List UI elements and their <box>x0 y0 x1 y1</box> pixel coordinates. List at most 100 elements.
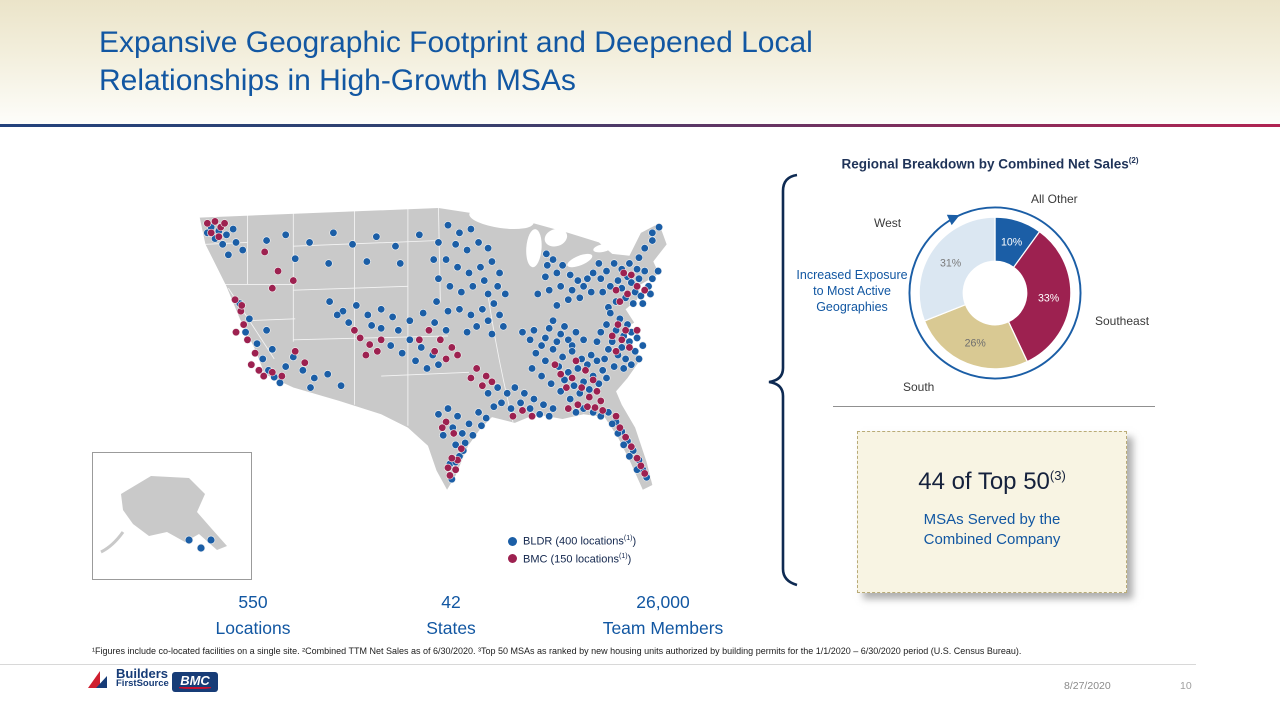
bmc-location-dot <box>254 366 263 375</box>
bldr-location-dot <box>583 274 592 283</box>
bmc-location-dot <box>621 326 630 335</box>
bldr-location-dot <box>568 347 577 356</box>
bldr-location-dot <box>480 276 489 285</box>
bmc-location-dot <box>211 217 220 226</box>
bldr-location-dot <box>573 276 582 285</box>
bldr-location-dot <box>464 419 474 428</box>
bldr-location-dot <box>545 324 554 333</box>
bmc-location-dot <box>466 373 475 383</box>
bldr-location-dot <box>566 270 575 279</box>
bmc-location-dot <box>449 429 458 438</box>
bldr-location-dot <box>545 286 554 295</box>
legend-item-bmc: BMC (150 locations(1)) <box>508 553 636 565</box>
bldr-location-dot <box>542 249 551 258</box>
bldr-location-dot <box>596 328 605 337</box>
bldr-location-dot <box>474 238 483 247</box>
ring-arrow-icon <box>946 214 960 226</box>
bldr-location-dot <box>453 263 462 272</box>
bmc-location-dot <box>478 381 487 390</box>
bmc-location-dot <box>457 444 466 453</box>
bldr-location-dot <box>391 242 400 251</box>
donut-percent-label: 10% <box>1001 236 1023 248</box>
bldr-location-dot <box>606 282 615 291</box>
bmc-location-dot <box>564 404 573 413</box>
bldr-location-dot <box>585 385 594 394</box>
bldr-location-dot <box>636 291 645 300</box>
bldr-location-dot <box>619 440 628 449</box>
bmc-location-dot <box>640 286 649 295</box>
bldr-location-dot <box>443 404 453 413</box>
bldr-location-dot <box>222 230 231 239</box>
bmc-location-dot <box>640 469 649 478</box>
bldr-location-dot <box>575 293 584 302</box>
bmc-location-dot <box>300 358 309 367</box>
bldr-location-dot <box>388 312 397 321</box>
bldr-location-dot <box>493 383 502 392</box>
stat-value: 42 <box>441 592 461 612</box>
bldr-location-dot <box>638 299 647 308</box>
bldr-location-dot <box>533 289 542 298</box>
bldr-location-dot <box>602 320 611 329</box>
bldr-location-dot <box>451 240 460 249</box>
bldr-location-dot <box>531 349 540 358</box>
bmc-location-dot <box>453 351 462 360</box>
alaska-map <box>100 476 227 554</box>
bldr-location-dot <box>394 326 403 335</box>
chart-title: Regional Breakdown by Combined Net Sales… <box>841 156 1139 172</box>
bmc-location-dot <box>596 396 605 405</box>
bldr-location-dot <box>474 408 483 417</box>
bldr-location-dot <box>552 268 561 277</box>
bldr-location-dot <box>434 238 443 247</box>
bmc-location-dot <box>592 387 601 396</box>
great-lakes <box>469 208 613 268</box>
bmc-location-dot <box>277 372 286 381</box>
bldr-location-dot <box>281 362 290 371</box>
bldr-location-dot <box>434 274 443 283</box>
bmc-location-dot <box>259 372 268 381</box>
bldr-location-dot <box>547 379 556 388</box>
bldr-location-dot <box>654 267 663 276</box>
bmc-location-dot <box>615 297 624 306</box>
bmc-location-dot <box>633 282 642 291</box>
bldr-location-dot <box>598 366 607 375</box>
bldr-location-dot <box>305 238 314 247</box>
chart-label-all-other: All Other <box>1031 192 1078 206</box>
bldr-location-dot <box>573 364 582 373</box>
chart-label-west: West <box>874 216 902 230</box>
bldr-location-dot <box>344 318 353 327</box>
bmc-location-dot <box>615 423 624 432</box>
highlight-headline: 44 of Top 50(3) <box>918 468 1066 495</box>
bldr-location-dot <box>543 261 552 270</box>
bmc-location-dot <box>251 349 260 358</box>
map-legend: BLDR (400 locations(1)) BMC (150 locatio… <box>508 535 636 570</box>
bldr-location-dot <box>571 328 580 337</box>
bldr-location-dot <box>324 259 333 268</box>
stat-value: 550 <box>238 592 268 612</box>
bmc-location-dot <box>633 326 642 335</box>
donut-percent-label: 31% <box>940 257 962 269</box>
bldr-location-dot <box>478 305 487 314</box>
bldr-location-dot <box>629 299 638 308</box>
chart-label-south: South <box>903 380 935 394</box>
bldr-location-dot <box>338 307 347 316</box>
bldr-location-dot <box>549 316 558 325</box>
bldr-location-dot <box>648 274 657 283</box>
bldr-location-dot <box>484 389 493 398</box>
bldr-location-dot <box>484 289 493 298</box>
bldr-location-dot <box>253 339 262 348</box>
highlight-subtitle: MSAs Served by the Combined Company <box>923 511 1061 548</box>
bmc-logo-swoosh <box>179 687 211 689</box>
chart-label-southeast: Southeast <box>1095 314 1150 328</box>
bldr-location-dot <box>241 328 250 337</box>
bldr-location-dot <box>262 326 271 335</box>
bmc-location-dot <box>573 400 582 409</box>
bldr-location-dot <box>610 362 619 371</box>
bldr-location-dot <box>604 345 613 354</box>
bmc-location-dot <box>619 268 628 277</box>
bldr-location-dot <box>495 310 504 319</box>
bmc-location-dot <box>612 412 621 421</box>
bmc-location-dot <box>289 276 298 285</box>
bmc-location-dot <box>365 340 374 349</box>
bmc-location-dot <box>438 423 447 432</box>
bmc-location-dot <box>214 232 223 241</box>
